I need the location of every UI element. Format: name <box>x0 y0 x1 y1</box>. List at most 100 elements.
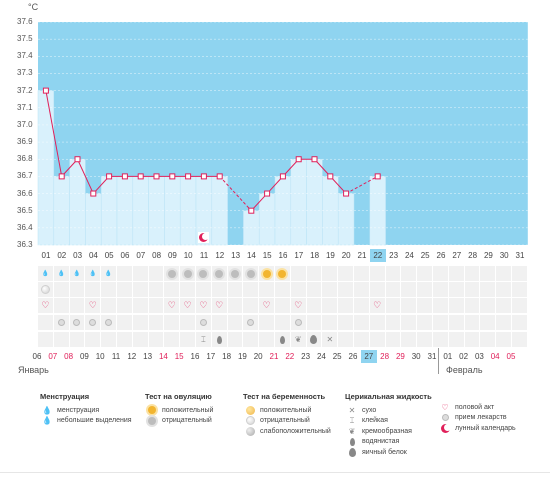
watery-icon[interactable] <box>275 332 290 347</box>
sticky-icon[interactable]: ⌶ <box>200 334 206 344</box>
symbol-cell[interactable] <box>369 298 385 313</box>
symbol-cell[interactable] <box>85 266 101 281</box>
symbol-cell[interactable] <box>385 282 401 297</box>
symbol-cell[interactable] <box>496 266 511 281</box>
symbol-cell[interactable] <box>417 282 432 297</box>
symbol-cell[interactable] <box>338 332 353 347</box>
x-tick-label[interactable]: 12 <box>215 251 225 260</box>
pill-icon[interactable] <box>101 315 116 330</box>
symbol-cell[interactable] <box>369 282 385 297</box>
symbol-cell[interactable] <box>53 298 69 313</box>
menstruation-drop-icon[interactable]: 💧 <box>73 270 81 277</box>
x-tick-label[interactable]: 04 <box>88 251 98 260</box>
symbol-cell[interactable] <box>369 332 385 347</box>
symbol-cell[interactable] <box>53 266 69 281</box>
symbol-cell[interactable] <box>385 315 401 330</box>
x-tick-label[interactable]: 03 <box>73 251 83 260</box>
pregnancy-negative-icon[interactable] <box>38 282 53 297</box>
x-tick-label[interactable]: 19 <box>325 251 335 260</box>
x-tick-label[interactable]: 16 <box>278 251 288 260</box>
symbol-cell[interactable] <box>148 282 164 297</box>
symbol-cell[interactable] <box>417 332 432 347</box>
heart-icon[interactable]: ♡ <box>167 300 176 310</box>
x-tick-label[interactable]: 11 <box>199 251 209 260</box>
symbol-cell[interactable] <box>306 298 322 313</box>
symbol-cell[interactable] <box>132 315 148 330</box>
symbol-cell[interactable] <box>338 298 353 313</box>
menstruation-drop-icon[interactable]: 💧 <box>104 270 113 277</box>
symbol-cell[interactable] <box>338 315 353 330</box>
moon-icon[interactable] <box>196 230 211 245</box>
symbol-cell[interactable] <box>496 332 511 347</box>
x-tick-label[interactable]: 28 <box>468 251 478 260</box>
heart-icon[interactable]: ♡ <box>215 300 224 310</box>
symbol-cell[interactable] <box>243 282 259 297</box>
symbol-cell[interactable] <box>227 315 243 330</box>
symbol-cell[interactable] <box>512 332 527 347</box>
symbol-cell[interactable] <box>512 298 527 313</box>
x-tick-label[interactable]: 22 <box>369 249 386 262</box>
symbol-cell[interactable] <box>259 298 274 313</box>
symbol-cell[interactable] <box>117 332 132 347</box>
symbol-cell[interactable] <box>369 266 385 281</box>
x-tick-label[interactable]: 10 <box>183 251 193 260</box>
symbol-cell[interactable] <box>69 282 85 297</box>
ovulation-positive-icon[interactable] <box>275 266 290 281</box>
symbol-cell[interactable] <box>369 315 385 330</box>
symbol-cell[interactable] <box>464 315 480 330</box>
ovulation-negative-icon[interactable] <box>212 266 227 281</box>
symbol-cell[interactable] <box>148 298 164 313</box>
symbol-cell[interactable] <box>322 266 338 281</box>
symbol-cell[interactable] <box>211 282 227 297</box>
symbol-cell[interactable] <box>290 332 306 347</box>
heart-icon[interactable]: ♡ <box>373 300 382 310</box>
symbol-cell[interactable] <box>259 315 274 330</box>
heart-icon[interactable]: ♡ <box>199 300 208 310</box>
symbol-cell[interactable] <box>401 315 417 330</box>
symbol-cell[interactable] <box>464 282 480 297</box>
symbol-cell[interactable] <box>354 332 369 347</box>
symbol-cell[interactable] <box>496 315 511 330</box>
symbol-cell[interactable] <box>322 298 338 313</box>
symbol-cell[interactable] <box>180 298 195 313</box>
symbol-cell[interactable] <box>164 332 180 347</box>
symbol-cell[interactable] <box>85 332 101 347</box>
ovulation-positive-icon[interactable] <box>259 266 274 281</box>
pill-icon[interactable] <box>70 315 85 330</box>
x-tick-label[interactable]: 27 <box>452 251 462 260</box>
x-tick-label[interactable]: 29 <box>483 251 493 260</box>
symbol-cell[interactable] <box>496 298 511 313</box>
symbol-cell[interactable] <box>275 282 290 297</box>
symbol-cell[interactable] <box>275 315 290 330</box>
symbol-cell[interactable] <box>448 266 464 281</box>
x-tick-label[interactable]: 13 <box>231 251 241 260</box>
symbol-cell[interactable] <box>480 315 496 330</box>
symbol-cell[interactable] <box>448 282 464 297</box>
symbol-cell[interactable] <box>148 315 164 330</box>
heart-icon[interactable]: ♡ <box>88 300 97 310</box>
ovulation-negative-icon[interactable] <box>228 266 243 281</box>
x-tick-label[interactable]: 26 <box>436 251 446 260</box>
symbol-cell[interactable] <box>433 332 448 347</box>
symbol-cell[interactable] <box>385 332 401 347</box>
x-tick-label[interactable]: 02 <box>57 251 67 260</box>
symbol-cell[interactable] <box>480 266 496 281</box>
symbol-cell[interactable] <box>512 315 527 330</box>
symbol-cell[interactable] <box>354 298 369 313</box>
symbol-cell[interactable] <box>117 266 132 281</box>
heart-icon[interactable]: ♡ <box>262 300 271 310</box>
ovulation-negative-icon[interactable] <box>196 266 211 281</box>
x-tick-label[interactable]: 05 <box>104 251 114 260</box>
x-tick-label[interactable]: 08 <box>152 251 162 260</box>
symbol-cell[interactable] <box>211 315 227 330</box>
symbol-cell[interactable] <box>512 266 527 281</box>
x-tick-label[interactable]: 09 <box>167 251 177 260</box>
symbol-cell[interactable] <box>164 282 180 297</box>
symbol-cell[interactable] <box>164 298 180 313</box>
x-tick-label[interactable]: 25 <box>420 251 430 260</box>
symbol-cell[interactable] <box>243 298 259 313</box>
symbol-cell[interactable] <box>85 298 101 313</box>
symbol-cell[interactable] <box>148 332 164 347</box>
x-tick-label[interactable]: 14 <box>246 251 256 260</box>
symbol-cell[interactable] <box>211 298 227 313</box>
